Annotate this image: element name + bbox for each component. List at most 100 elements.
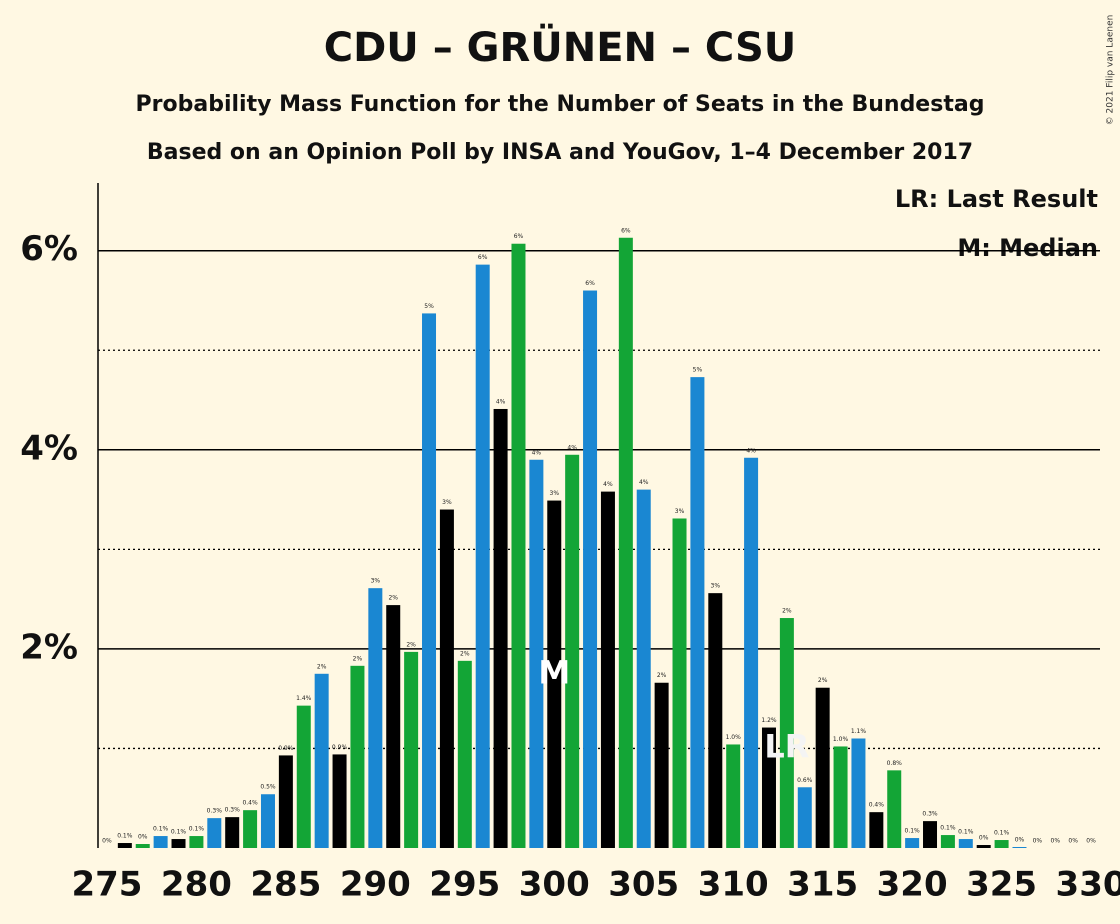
bar [475, 264, 490, 849]
value-label: 0.4% [242, 800, 258, 807]
bar [547, 500, 562, 848]
value-label: 0.5% [260, 784, 276, 791]
value-label: 4% [603, 481, 613, 488]
bar [905, 838, 920, 848]
value-label: 4% [496, 398, 506, 405]
bar [1012, 847, 1027, 848]
value-label: 2% [460, 650, 470, 657]
bar [117, 843, 132, 848]
bar [404, 651, 419, 848]
bar [386, 605, 401, 848]
value-label: 2% [406, 641, 416, 648]
bar [189, 836, 204, 848]
value-label: 6% [478, 254, 488, 261]
x-tick-label: 315 [787, 865, 858, 905]
subtitle: Based on an Opinion Poll by INSA and You… [147, 140, 973, 165]
value-label: 2% [657, 672, 667, 679]
y-tick-label: 4% [20, 428, 78, 468]
copyright: © 2021 Filip van Laenen [1106, 15, 1116, 126]
value-label: 3% [371, 578, 381, 585]
value-label: 1.0% [833, 736, 849, 743]
x-tick-label: 285 [250, 865, 321, 905]
bar [923, 821, 938, 848]
value-label: 0.1% [994, 830, 1010, 837]
bar [779, 618, 794, 848]
value-label: 0% [1086, 838, 1096, 845]
value-label: 0.1% [905, 828, 921, 835]
y-tick-label: 2% [20, 627, 78, 667]
x-tick-label: 280 [161, 865, 232, 905]
value-label: 0.1% [958, 829, 974, 836]
bar [350, 665, 365, 848]
y-tick-label: 6% [20, 229, 78, 269]
bar [368, 588, 383, 848]
bar [171, 839, 186, 848]
value-label: 0.9% [332, 744, 348, 751]
value-label: 0.3% [207, 808, 223, 815]
value-label: 0.9% [278, 745, 294, 752]
bar [869, 812, 884, 848]
value-label: 6% [514, 233, 524, 240]
bar [243, 810, 258, 848]
value-label: 4% [746, 447, 756, 454]
bar [958, 839, 973, 848]
value-label: 0% [1015, 837, 1025, 844]
bar [511, 243, 526, 848]
value-label: 1.4% [296, 695, 312, 702]
value-label: 0.1% [940, 825, 956, 832]
value-label: 2% [782, 608, 792, 615]
value-label: 0.6% [797, 777, 813, 784]
bar [851, 738, 866, 848]
value-label: 0.8% [887, 760, 903, 767]
value-label: 0.1% [171, 829, 187, 836]
subtitle: Probability Mass Function for the Number… [136, 92, 985, 117]
bar [583, 290, 598, 848]
value-label: 6% [585, 280, 595, 287]
bar [225, 817, 240, 848]
bar [153, 836, 168, 848]
value-label: 1.1% [851, 728, 867, 735]
bar [994, 840, 1009, 848]
value-label: 2% [388, 595, 398, 602]
annotation: M [538, 653, 570, 691]
value-label: 2% [317, 663, 327, 670]
value-label: 1.0% [726, 734, 742, 741]
x-tick-label: 275 [71, 865, 142, 905]
bar [976, 845, 991, 848]
value-label: 5% [693, 367, 703, 374]
value-label: 2% [353, 655, 363, 662]
value-label: 0.4% [869, 802, 885, 809]
value-label: 0.1% [117, 833, 133, 840]
value-label: 0% [1051, 838, 1061, 845]
value-label: 0.3% [225, 807, 241, 814]
bar [422, 313, 437, 848]
bar [493, 408, 508, 848]
value-label: 3% [711, 583, 721, 590]
bar [529, 459, 544, 848]
x-tick-label: 325 [966, 865, 1037, 905]
value-label: 3% [675, 508, 685, 515]
value-label: 3% [442, 499, 452, 506]
value-label: 0.1% [189, 826, 205, 833]
bar [260, 794, 275, 848]
x-tick-label: 305 [608, 865, 679, 905]
bar [815, 687, 830, 848]
bar [636, 489, 651, 848]
x-tick-label: 310 [698, 865, 769, 905]
bar [314, 673, 329, 848]
value-label: 5% [424, 303, 434, 310]
bar [672, 518, 687, 848]
bar [439, 509, 454, 848]
value-label: 0% [1068, 838, 1078, 845]
value-label: 4% [639, 479, 649, 486]
bar [278, 755, 293, 848]
bar [744, 457, 759, 848]
value-label: 0% [138, 834, 148, 841]
legend-entry: M: Median [957, 234, 1098, 262]
x-tick-label: 330 [1056, 865, 1120, 905]
bar [207, 818, 222, 848]
bar [940, 835, 955, 848]
bar [332, 754, 347, 848]
bar [761, 727, 776, 848]
bar [708, 593, 723, 848]
